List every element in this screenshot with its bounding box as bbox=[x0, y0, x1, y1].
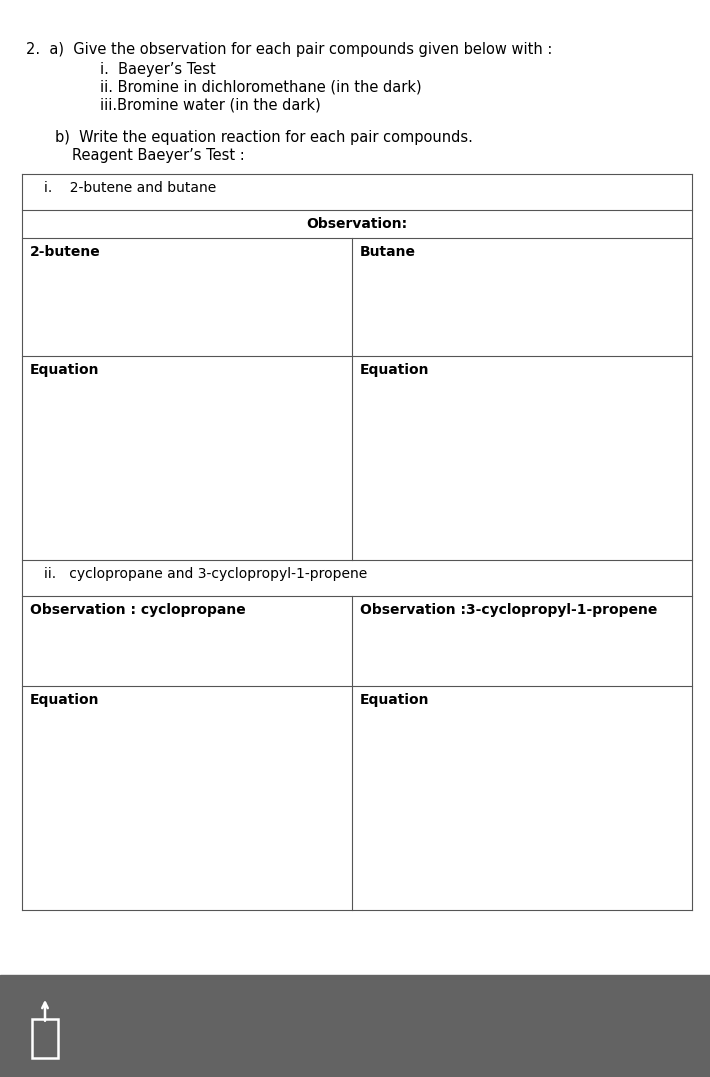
Text: iii.Bromine water (in the dark): iii.Bromine water (in the dark) bbox=[100, 98, 321, 113]
Text: b)  Write the equation reaction for each pair compounds.: b) Write the equation reaction for each … bbox=[55, 130, 473, 145]
Text: Equation: Equation bbox=[30, 693, 99, 707]
Bar bbox=[0, 975, 710, 1077]
Text: i.  Baeyer’s Test: i. Baeyer’s Test bbox=[100, 62, 216, 76]
Text: Observation :3-cyclopropyl-1-propene: Observation :3-cyclopropyl-1-propene bbox=[360, 603, 657, 617]
Text: ii. Bromine in dichloromethane (in the dark): ii. Bromine in dichloromethane (in the d… bbox=[100, 80, 422, 95]
Text: Butane: Butane bbox=[360, 244, 416, 258]
Text: 2.  a)  Give the observation for each pair compounds given below with :: 2. a) Give the observation for each pair… bbox=[26, 42, 552, 57]
Text: Equation: Equation bbox=[360, 363, 430, 377]
Text: Equation: Equation bbox=[360, 693, 430, 707]
Text: Observation : cyclopropane: Observation : cyclopropane bbox=[30, 603, 246, 617]
Text: ii.   cyclopropane and 3-cyclopropyl-1-propene: ii. cyclopropane and 3-cyclopropyl-1-pro… bbox=[44, 567, 367, 581]
Text: Reagent Baeyer’s Test :: Reagent Baeyer’s Test : bbox=[72, 148, 245, 163]
Text: 2-butene: 2-butene bbox=[30, 244, 101, 258]
Text: Observation:: Observation: bbox=[307, 216, 408, 230]
Text: i.    2-butene and butane: i. 2-butene and butane bbox=[44, 181, 217, 195]
Text: Equation: Equation bbox=[30, 363, 99, 377]
